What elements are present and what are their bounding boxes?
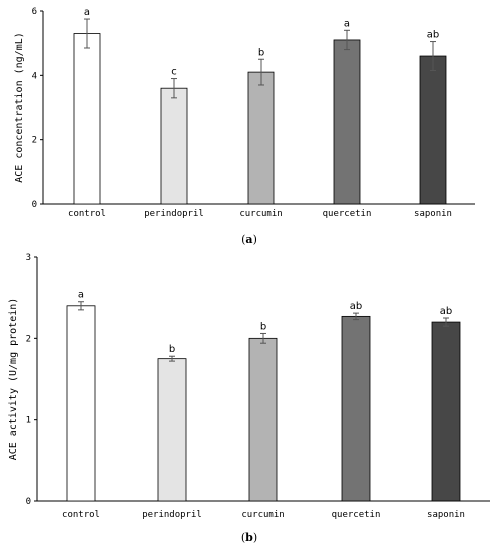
bar-quercetin-a — [333, 39, 361, 205]
significance-label-quercetin-a: a — [344, 18, 350, 29]
bar-control-b — [66, 305, 96, 502]
panel-label-b: (b) — [241, 531, 257, 544]
significance-label-perindopril-a: c — [171, 67, 177, 78]
category-label-perindopril-a: perindopril — [144, 209, 204, 219]
bar-quercetin-b — [341, 315, 371, 502]
category-label-curcumin-b: curcumin — [241, 510, 284, 520]
y-tick-label-b: 2 — [26, 334, 31, 344]
significance-label-control-a: a — [84, 7, 90, 18]
significance-label-saponin-a: ab — [427, 30, 439, 41]
y-axis-title-a: ACE concentration (ng/mL) — [14, 32, 25, 183]
y-tick-label-a: 4 — [32, 71, 37, 81]
category-label-perindopril-b: perindopril — [142, 510, 202, 520]
bar-control-a — [73, 33, 101, 205]
chart-panel-a: 0 2 4 6 ACE concentration (ng/mL) a control c pe… — [14, 7, 475, 219]
category-label-curcumin-a: curcumin — [239, 209, 282, 219]
significance-label-quercetin-b: ab — [350, 301, 362, 312]
bar-curcumin-a — [247, 71, 275, 205]
y-tick-label-a: 0 — [32, 200, 37, 210]
significance-label-curcumin-a: b — [258, 47, 264, 58]
y-tick-label-a: 2 — [32, 136, 37, 146]
bar-saponin-b — [431, 321, 461, 502]
category-label-saponin-a: saponin — [414, 209, 452, 219]
category-label-control-a: control — [68, 209, 106, 219]
bar-curcumin-b — [248, 337, 278, 502]
chart-panel-b: 0 1 2 3 ACE activity (U/mg protein) a control b… — [8, 253, 490, 520]
bar-saponin-a — [419, 55, 447, 205]
category-label-control-b: control — [62, 510, 100, 520]
bar-perindopril-b — [157, 358, 187, 502]
y-tick-label-a: 6 — [32, 7, 37, 17]
significance-label-curcumin-b: b — [260, 321, 266, 332]
y-tick-label-b: 0 — [26, 497, 31, 507]
y-tick-label-b: 1 — [26, 416, 31, 426]
significance-label-saponin-b: ab — [440, 306, 452, 317]
category-label-quercetin-b: quercetin — [332, 510, 381, 520]
y-axis-title-b: ACE activity (U/mg protein) — [8, 298, 19, 461]
bar-perindopril-a — [160, 87, 188, 205]
category-label-saponin-b: saponin — [427, 510, 465, 520]
category-label-quercetin-a: quercetin — [323, 209, 372, 219]
significance-label-control-b: a — [78, 290, 84, 301]
panel-label-a: (a) — [241, 233, 257, 246]
significance-label-perindopril-b: b — [169, 344, 175, 355]
y-tick-label-b: 3 — [26, 253, 31, 263]
